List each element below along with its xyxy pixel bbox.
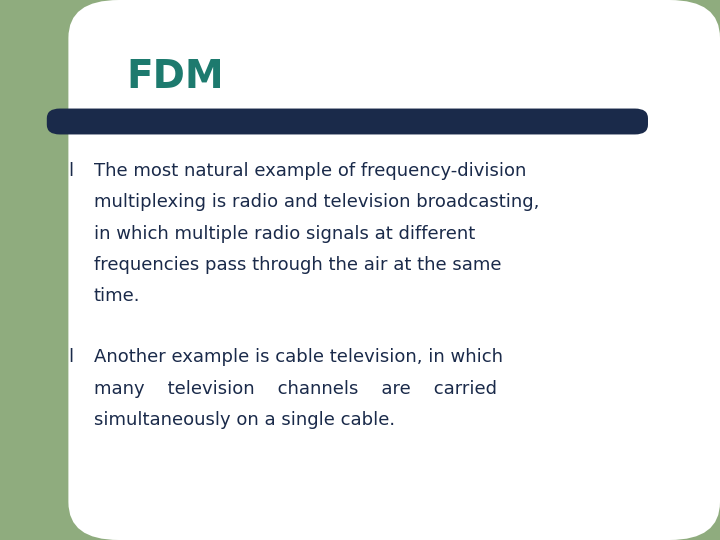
Bar — [0, 0, 68, 540]
Text: multiplexing is radio and television broadcasting,: multiplexing is radio and television bro… — [94, 193, 539, 211]
Text: Another example is cable television, in which: Another example is cable television, in … — [94, 348, 503, 366]
Text: The most natural example of frequency-division: The most natural example of frequency-di… — [94, 162, 526, 180]
Text: l: l — [68, 162, 73, 180]
Text: l: l — [68, 348, 73, 366]
Text: simultaneously on a single cable.: simultaneously on a single cable. — [94, 411, 395, 429]
FancyBboxPatch shape — [47, 109, 648, 134]
Text: time.: time. — [94, 287, 140, 305]
FancyBboxPatch shape — [68, 0, 720, 540]
Text: FDM: FDM — [126, 58, 224, 96]
Text: in which multiple radio signals at different: in which multiple radio signals at diffe… — [94, 225, 475, 242]
Text: many    television    channels    are    carried: many television channels are carried — [94, 380, 497, 397]
Text: frequencies pass through the air at the same: frequencies pass through the air at the … — [94, 256, 501, 274]
